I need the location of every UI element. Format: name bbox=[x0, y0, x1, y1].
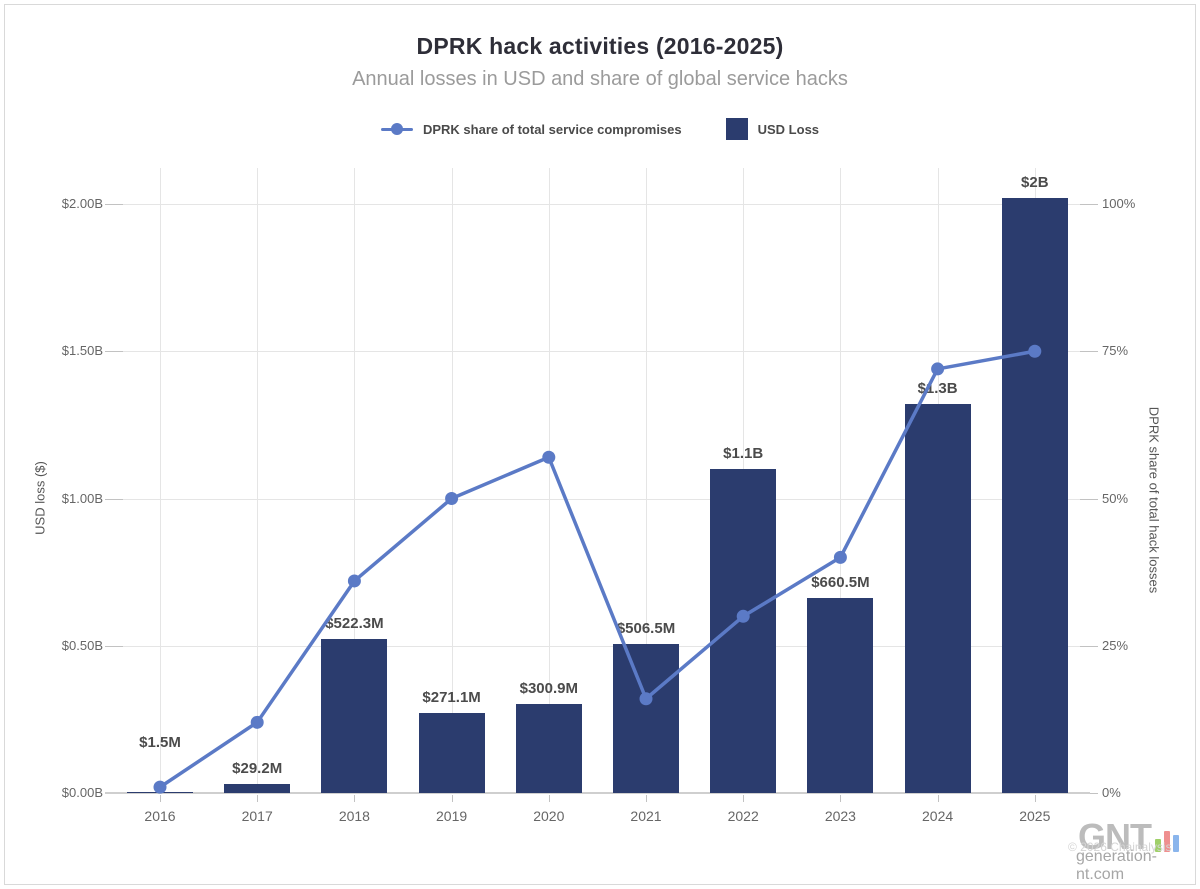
line-dot-icon bbox=[380, 123, 413, 135]
x-axis-tick bbox=[646, 795, 647, 802]
x-axis-tick bbox=[840, 795, 842, 802]
gnt-logo-bar bbox=[1164, 831, 1170, 852]
bar-2020 bbox=[515, 704, 582, 793]
bar-2022 bbox=[710, 469, 777, 793]
right-axis-tick bbox=[1080, 204, 1098, 205]
gnt-logo-bars-icon bbox=[1155, 831, 1179, 852]
bar-value-label: $300.9M bbox=[519, 680, 578, 698]
bar-value-label: $2B bbox=[1021, 174, 1049, 192]
chart-title: DPRK hack activities (2016-2025) bbox=[416, 33, 784, 59]
legend-label-dprk-share: DPRK share of total service compromises bbox=[422, 121, 682, 137]
x-axis-tick bbox=[451, 795, 453, 802]
right-axis-tick-label: 25% bbox=[1102, 637, 1129, 653]
bar-2023 bbox=[807, 598, 874, 793]
gnt-logo-text: GNT bbox=[1078, 816, 1152, 857]
right-axis-tick bbox=[1080, 645, 1098, 647]
watermark: GNT © 2026 Chainalysis generation-nt.com bbox=[1062, 816, 1196, 883]
gridline-vertical bbox=[160, 168, 161, 793]
bar-value-label: $1.1B bbox=[723, 445, 764, 463]
left-axis-tick bbox=[105, 204, 123, 205]
bar-value-label: $1.3B bbox=[917, 380, 958, 398]
left-axis-tick-label: $1.00B bbox=[61, 490, 103, 506]
x-axis-tick bbox=[937, 795, 939, 802]
bar-2019 bbox=[418, 713, 485, 793]
x-axis-tick bbox=[257, 795, 259, 802]
bar-value-label: $1.5M bbox=[139, 734, 181, 751]
bar-2024 bbox=[904, 404, 971, 793]
x-axis-tick-label: 2025 bbox=[1019, 808, 1051, 824]
left-axis-tick-label: $1.50B bbox=[61, 343, 103, 359]
left-axis-tick bbox=[105, 351, 123, 353]
legend-line-dot bbox=[390, 123, 403, 135]
right-axis-tick-label: 75% bbox=[1102, 343, 1129, 359]
bar-value-label: $29.2M bbox=[232, 760, 283, 778]
x-axis-tick-label: 2021 bbox=[630, 808, 662, 824]
legend-item-usd-loss[interactable]: USD Loss bbox=[725, 118, 820, 140]
right-axis-tick-label: 0% bbox=[1102, 785, 1121, 800]
x-axis-tick-label: 2016 bbox=[144, 808, 176, 824]
x-axis-tick bbox=[354, 795, 356, 802]
right-axis-tick bbox=[1080, 498, 1098, 500]
gnt-logo-bar bbox=[1173, 835, 1179, 852]
bar-value-label: $271.1M bbox=[422, 689, 481, 707]
x-axis-tick bbox=[160, 795, 161, 802]
x-axis-tick-label: 2024 bbox=[922, 808, 954, 824]
watermark-site: generation-nt.com bbox=[1076, 848, 1157, 883]
x-axis-tick-label: 2017 bbox=[241, 808, 273, 824]
gridline-vertical bbox=[257, 168, 259, 793]
gridline-vertical bbox=[548, 168, 550, 793]
x-axis-tick bbox=[1034, 795, 1036, 802]
bar-swatch-icon bbox=[725, 118, 748, 140]
gridline-horizontal bbox=[113, 351, 1090, 353]
right-axis-tick-label: 100% bbox=[1102, 196, 1136, 211]
right-axis-tick bbox=[1080, 351, 1098, 353]
x-axis-tick-label: 2022 bbox=[727, 808, 759, 824]
line-path bbox=[159, 349, 1036, 789]
left-axis-tick-label: $0.00B bbox=[61, 785, 103, 800]
legend-item-dprk-share[interactable]: DPRK share of total service compromises bbox=[380, 121, 682, 137]
bar-2016 bbox=[127, 792, 193, 793]
watermark-copyright: © 2026 Chainalysis bbox=[1068, 840, 1172, 854]
bar-2018 bbox=[321, 639, 388, 793]
chart-subtitle: Annual losses in USD and share of global… bbox=[352, 68, 848, 90]
x-axis-tick-label: 2019 bbox=[436, 808, 468, 824]
gridline-horizontal bbox=[113, 204, 1090, 205]
gnt-logo: GNT bbox=[1078, 816, 1179, 857]
x-axis-line bbox=[105, 792, 1090, 794]
x-axis-tick bbox=[548, 795, 550, 802]
bar-value-label: $522.3M bbox=[325, 615, 384, 633]
bar-value-label: $506.5M bbox=[616, 619, 676, 637]
left-axis-tick-label: $0.50B bbox=[61, 637, 103, 653]
bar-2017 bbox=[224, 784, 291, 793]
x-axis-tick bbox=[743, 795, 745, 802]
legend-label-usd-loss: USD Loss bbox=[757, 121, 820, 137]
right-axis-tick-label: 50% bbox=[1102, 490, 1129, 506]
legend: DPRK share of total service compromises … bbox=[0, 116, 1200, 142]
bar-value-label: $660.5M bbox=[811, 574, 870, 592]
left-axis-tick-label: $2.00B bbox=[61, 196, 103, 211]
x-axis-tick-label: 2020 bbox=[533, 808, 565, 824]
left-axis-tick bbox=[105, 498, 123, 500]
gnt-logo-bar bbox=[1155, 839, 1161, 852]
bar-2021 bbox=[613, 643, 679, 793]
x-axis-tick-label: 2023 bbox=[824, 808, 856, 824]
bar-2025 bbox=[1001, 198, 1068, 793]
left-axis-tick bbox=[105, 645, 123, 647]
x-axis-tick-label: 2018 bbox=[338, 808, 370, 824]
